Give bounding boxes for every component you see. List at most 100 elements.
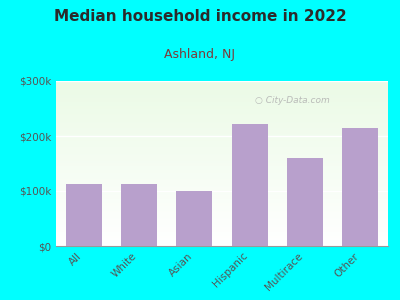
Bar <box>56 238 388 239</box>
Bar <box>56 223 388 224</box>
Bar <box>56 241 388 242</box>
Bar <box>56 153 388 154</box>
Bar <box>56 159 388 160</box>
Bar <box>56 194 388 195</box>
Bar <box>56 167 388 168</box>
Bar <box>56 107 388 108</box>
Bar <box>56 231 388 232</box>
Bar <box>56 242 388 243</box>
Bar <box>56 116 388 117</box>
Bar <box>56 151 388 152</box>
Bar <box>56 85 388 86</box>
Bar <box>56 162 388 163</box>
Bar <box>56 210 388 211</box>
Bar <box>56 139 388 140</box>
Bar <box>56 211 388 212</box>
Bar <box>56 206 388 207</box>
Bar <box>56 197 388 198</box>
Bar <box>56 88 388 89</box>
Bar <box>66 184 102 246</box>
Bar <box>56 169 388 170</box>
Bar <box>56 93 388 94</box>
Bar <box>56 215 388 216</box>
Bar <box>56 175 388 176</box>
Bar <box>56 102 388 103</box>
Bar <box>56 130 388 131</box>
Bar <box>56 82 388 83</box>
Bar <box>56 244 388 245</box>
Bar <box>56 95 388 96</box>
Bar <box>56 225 388 226</box>
Bar <box>56 109 388 110</box>
Bar <box>56 164 388 165</box>
Bar <box>56 226 388 227</box>
Bar <box>56 177 388 178</box>
Bar <box>56 171 388 172</box>
Bar <box>56 108 388 109</box>
Bar <box>176 191 212 246</box>
Bar <box>56 212 388 213</box>
Bar <box>56 170 388 171</box>
Bar <box>56 121 388 122</box>
Bar <box>56 117 388 118</box>
Text: Median household income in 2022: Median household income in 2022 <box>54 9 346 24</box>
Bar <box>56 190 388 191</box>
Bar <box>56 228 388 229</box>
Bar <box>56 230 388 231</box>
Bar <box>56 186 388 187</box>
Bar <box>56 176 388 177</box>
Bar <box>56 172 388 173</box>
Bar <box>56 203 388 204</box>
Bar <box>56 232 388 233</box>
Bar <box>56 131 388 132</box>
Bar <box>56 198 388 199</box>
Bar <box>56 112 388 113</box>
Bar <box>56 114 388 115</box>
Bar <box>56 235 388 236</box>
Bar <box>232 124 268 246</box>
Bar <box>56 148 388 149</box>
Bar <box>56 136 388 137</box>
Bar <box>56 127 388 128</box>
Bar <box>56 214 388 215</box>
Bar <box>56 105 388 106</box>
Bar <box>56 233 388 234</box>
Bar <box>56 238 388 239</box>
Bar <box>56 237 388 238</box>
Bar <box>56 143 388 144</box>
Bar <box>56 192 388 193</box>
Bar <box>56 126 388 127</box>
Bar <box>56 111 388 112</box>
Bar <box>56 216 388 217</box>
Bar <box>56 243 388 244</box>
Text: Ashland, NJ: Ashland, NJ <box>164 48 236 61</box>
Bar <box>56 134 388 135</box>
Bar <box>121 184 157 246</box>
Bar <box>56 133 388 134</box>
Bar <box>56 160 388 161</box>
Bar <box>287 158 323 246</box>
Bar <box>56 222 388 223</box>
Bar <box>56 150 388 151</box>
Bar <box>56 236 388 237</box>
Bar <box>56 209 388 210</box>
Bar <box>56 120 388 121</box>
Bar <box>56 158 388 159</box>
Bar <box>56 196 388 197</box>
Bar <box>56 110 388 111</box>
Bar <box>56 106 388 107</box>
Text: ○ City-Data.com: ○ City-Data.com <box>255 96 330 105</box>
Bar <box>56 205 388 206</box>
Bar <box>56 183 388 184</box>
Bar <box>56 165 388 166</box>
Bar <box>56 199 388 200</box>
Bar <box>56 91 388 92</box>
Bar <box>56 81 388 82</box>
Bar <box>56 227 388 228</box>
Bar <box>56 185 388 186</box>
Bar <box>56 87 388 88</box>
Bar <box>56 187 388 188</box>
Bar <box>56 124 388 125</box>
Bar <box>56 168 388 169</box>
Bar <box>56 140 388 141</box>
